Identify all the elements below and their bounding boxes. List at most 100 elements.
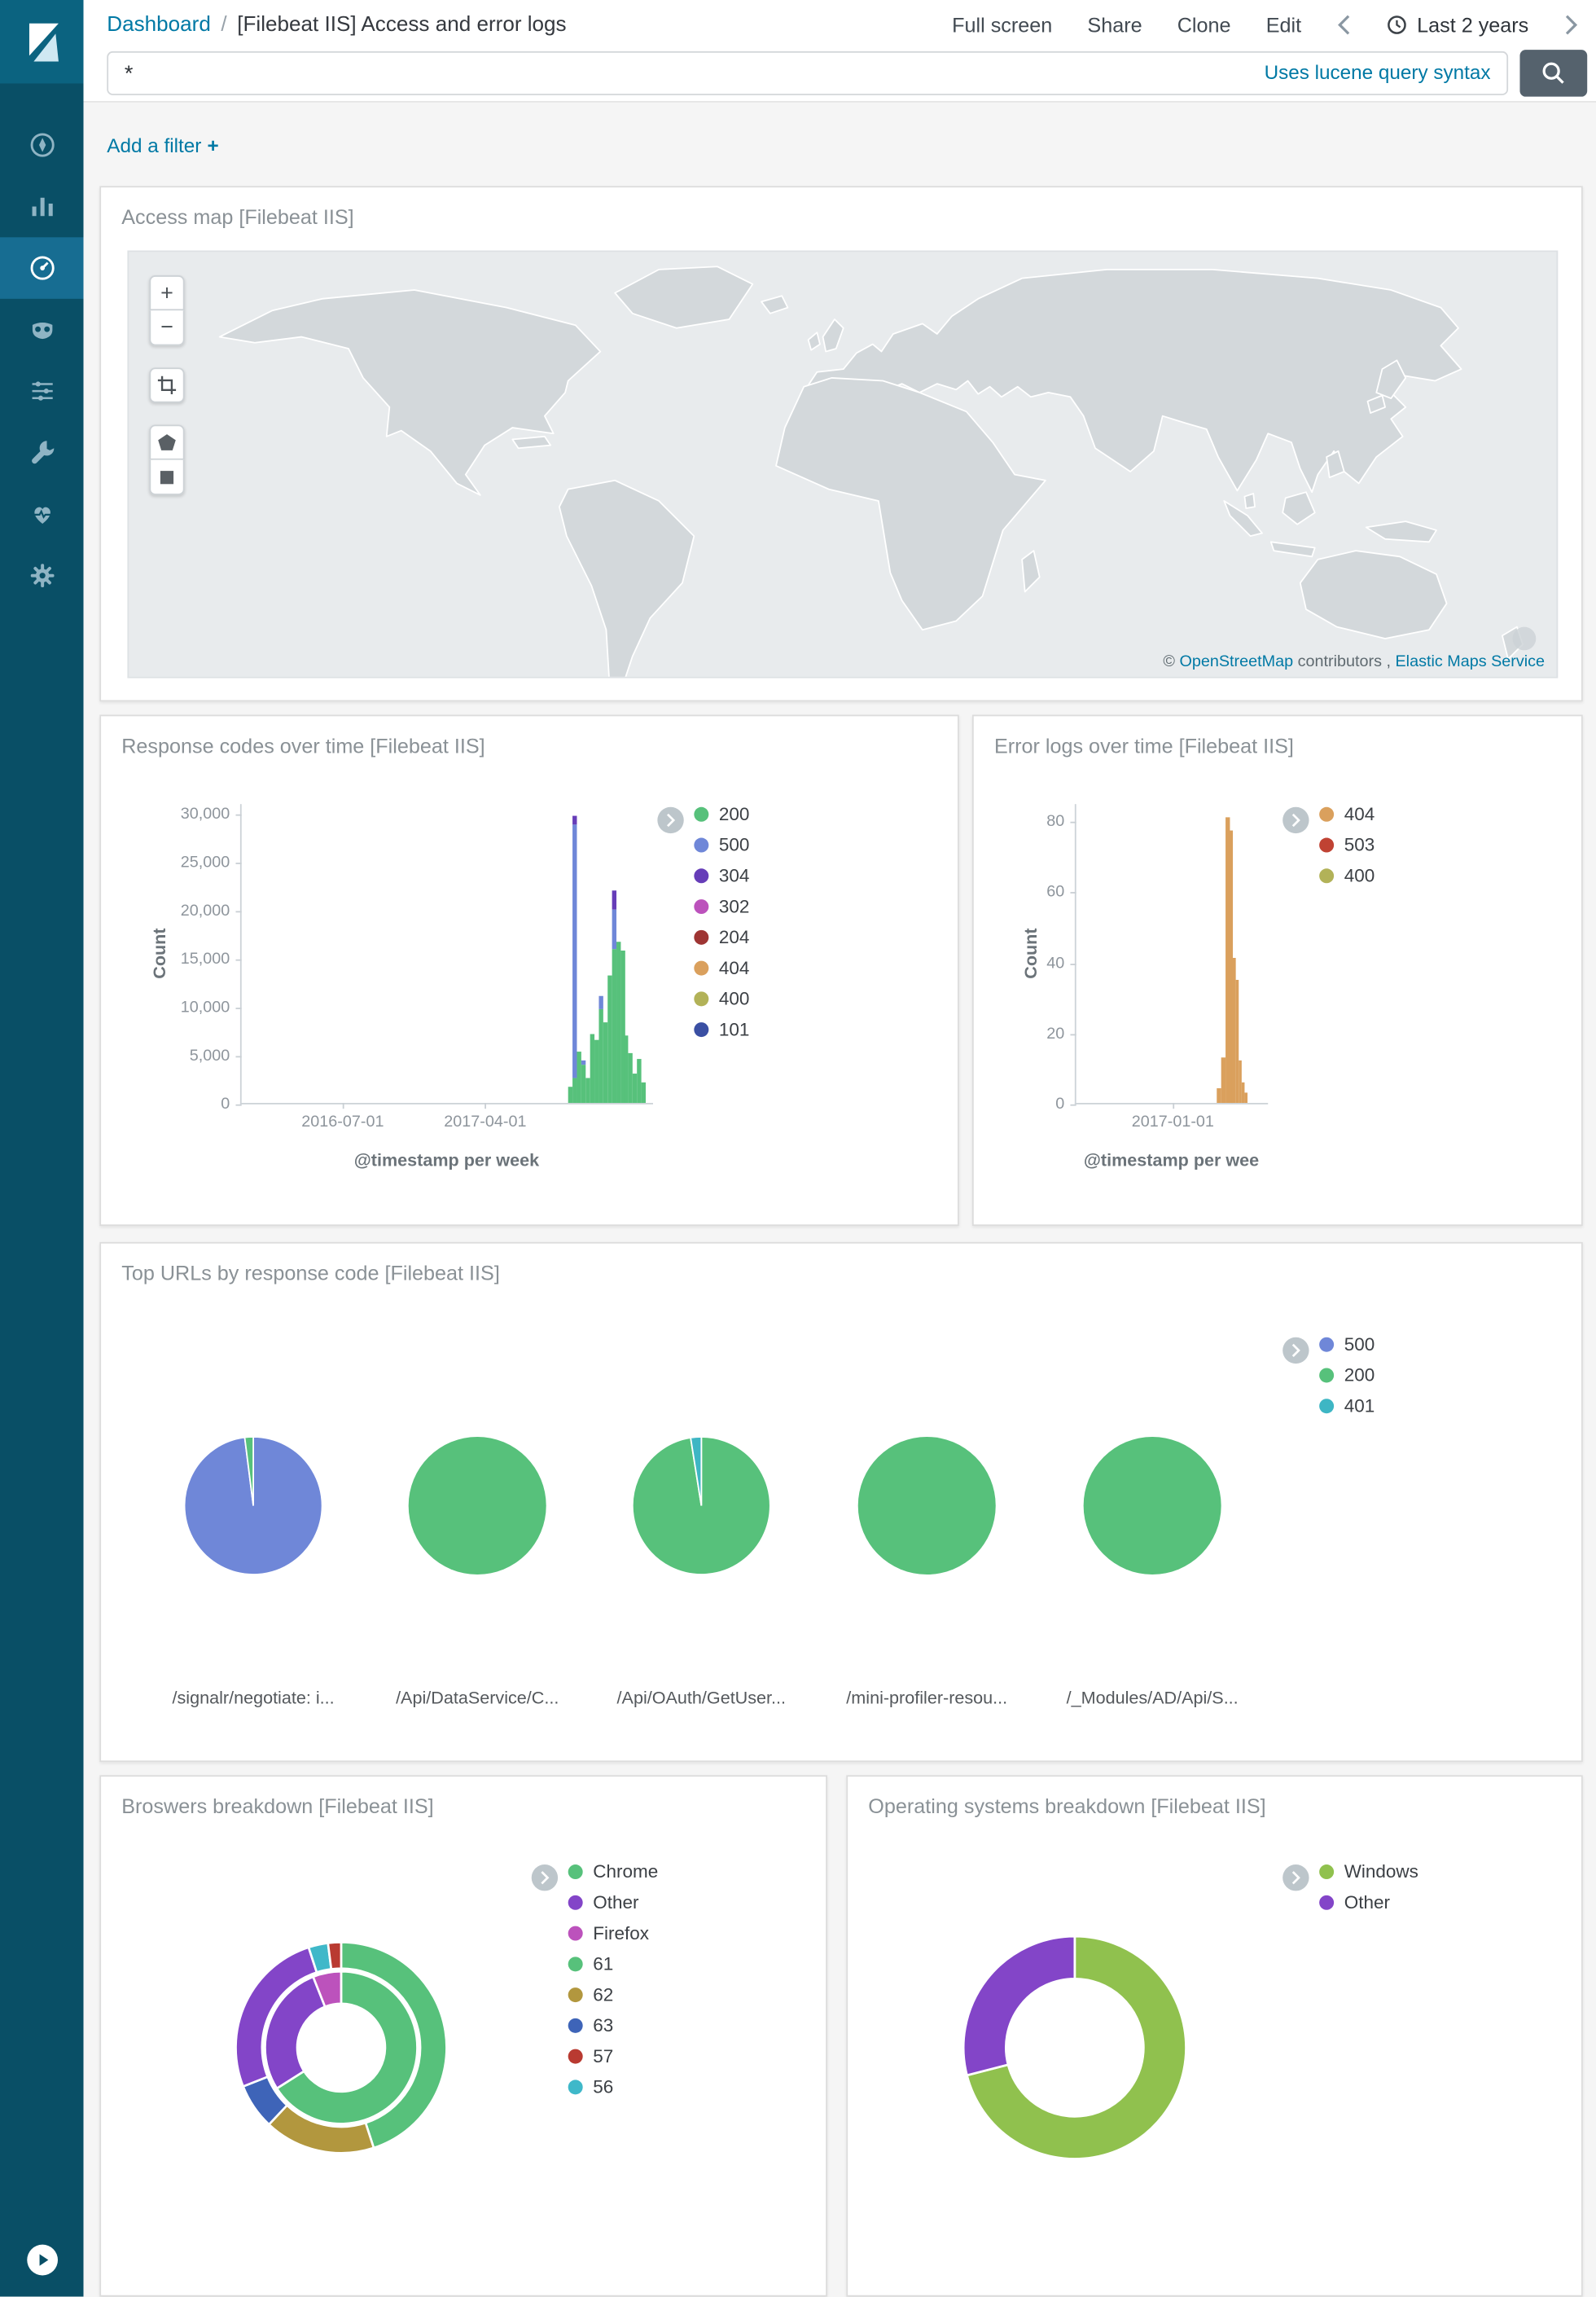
bar-segment-200[interactable]	[607, 976, 612, 1104]
legend-item-Other[interactable]: Other	[1319, 1886, 1418, 1917]
breadcrumb-dashboard-link[interactable]: Dashboard	[107, 13, 211, 37]
world-map[interactable]: + −	[127, 250, 1559, 679]
pie-chart[interactable]: /Api/DataService/C...	[366, 1435, 589, 1708]
bar-segment-404[interactable]	[1226, 816, 1230, 1104]
pie-svg[interactable]	[631, 1435, 772, 1576]
legend-item-204[interactable]: 204	[694, 921, 749, 952]
bar-segment-404[interactable]	[1234, 979, 1239, 1104]
bar[interactable]	[628, 1053, 634, 1104]
bar-segment-404[interactable]	[1244, 1092, 1248, 1104]
bar-segment-500[interactable]	[598, 996, 603, 1009]
legend-item-404[interactable]: 404	[1319, 798, 1375, 829]
bar[interactable]	[1238, 1060, 1243, 1104]
clone-button[interactable]: Clone	[1177, 13, 1231, 37]
lucene-syntax-link[interactable]: Uses lucene query syntax	[1264, 61, 1491, 84]
add-filter-link[interactable]: Add a filter +	[107, 134, 218, 156]
legend-toggle[interactable]	[1282, 806, 1309, 834]
bar-segment-500[interactable]	[572, 823, 577, 1078]
legend-item-Chrome[interactable]: Chrome	[568, 1856, 658, 1886]
share-button[interactable]: Share	[1087, 13, 1142, 37]
bar[interactable]	[577, 1051, 581, 1104]
pie-chart[interactable]: /Api/OAuth/GetUser...	[590, 1435, 813, 1708]
bar[interactable]	[624, 1034, 629, 1104]
time-forward-chevron-icon[interactable]	[1563, 13, 1578, 37]
bar-segment-404[interactable]	[1232, 958, 1236, 1104]
bar-segment-304[interactable]	[612, 890, 616, 910]
bar-segment-200[interactable]	[577, 1051, 581, 1104]
zoom-in-button[interactable]: +	[149, 275, 185, 311]
legend-item-61[interactable]: 61	[568, 1948, 659, 1979]
time-picker[interactable]: Last 2 years	[1386, 13, 1528, 37]
pie-svg[interactable]	[1082, 1435, 1223, 1576]
bar[interactable]	[607, 976, 612, 1104]
bar[interactable]	[603, 1022, 608, 1104]
sidebar-item-visualize[interactable]	[0, 176, 83, 238]
browsers-donut-chart[interactable]	[224, 1930, 458, 2165]
bar[interactable]	[1217, 1088, 1221, 1104]
bar[interactable]	[1244, 1092, 1248, 1104]
bar[interactable]	[616, 942, 620, 1104]
bar-segment-200[interactable]	[590, 1034, 594, 1104]
bar[interactable]	[590, 1034, 594, 1104]
bar-segment-200[interactable]	[624, 1034, 629, 1104]
legend-item-304[interactable]: 304	[694, 860, 749, 891]
bar[interactable]	[568, 1087, 572, 1104]
sidebar-item-monitoring[interactable]	[0, 483, 83, 545]
map-fit-button[interactable]	[1512, 626, 1537, 651]
bar-segment-404[interactable]	[1238, 1060, 1243, 1104]
bar[interactable]	[1241, 1081, 1245, 1104]
donut-segment-Other[interactable]	[962, 1935, 1076, 2077]
bar-segment-200[interactable]	[581, 1065, 586, 1104]
bar-segment-200[interactable]	[636, 1058, 642, 1104]
bar[interactable]	[572, 815, 577, 1104]
pie-chart[interactable]: /signalr/negotiate: i...	[142, 1435, 364, 1708]
time-back-chevron-icon[interactable]	[1336, 13, 1351, 37]
legend-item-57[interactable]: 57	[568, 2040, 659, 2071]
legend-item-63[interactable]: 63	[568, 2009, 659, 2040]
legend-item-62[interactable]: 62	[568, 1979, 659, 2009]
pie-chart[interactable]: /mini-profiler-resou...	[816, 1435, 1038, 1708]
os-donut-chart[interactable]	[950, 1923, 1199, 2172]
donut-segment-Firefox[interactable]	[311, 1970, 343, 2009]
pie-svg[interactable]	[857, 1435, 998, 1576]
legend-item-500[interactable]: 500	[694, 829, 749, 860]
legend-item-56[interactable]: 56	[568, 2071, 659, 2102]
bar[interactable]	[1234, 979, 1239, 1104]
pie-slice-200[interactable]	[408, 1436, 546, 1575]
legend-item-200[interactable]: 200	[694, 798, 749, 829]
box-select-button[interactable]	[149, 367, 185, 403]
sidebar-item-timelion[interactable]	[0, 360, 83, 422]
bar-segment-200[interactable]	[594, 1039, 599, 1104]
pie-svg[interactable]	[183, 1435, 324, 1576]
donut-segment-Chrome[interactable]	[275, 1970, 419, 2125]
bar-segment-500[interactable]	[581, 1060, 586, 1065]
bar-segment-200[interactable]	[568, 1087, 572, 1104]
pie-slice-200[interactable]	[1083, 1436, 1221, 1575]
legend-item-302[interactable]: 302	[694, 890, 749, 921]
sidebar-item-dev-tools[interactable]	[0, 422, 83, 484]
bar[interactable]	[612, 890, 616, 1104]
bar[interactable]	[594, 1039, 599, 1104]
legend-item-401[interactable]: 401	[1319, 1390, 1375, 1421]
sidebar-item-app-mask[interactable]	[0, 299, 83, 361]
query-input[interactable]	[107, 51, 1509, 95]
legend-item-200[interactable]: 200	[1319, 1359, 1375, 1390]
sidebar-item-discover[interactable]	[0, 114, 83, 176]
legend-item-500[interactable]: 500	[1319, 1329, 1375, 1359]
sidebar-collapse[interactable]	[0, 2244, 83, 2277]
legend-toggle[interactable]	[531, 1864, 559, 1891]
bar-segment-200[interactable]	[603, 1022, 608, 1104]
bar-segment-200[interactable]	[572, 1078, 577, 1104]
bar[interactable]	[632, 1073, 638, 1104]
bar[interactable]	[581, 1060, 586, 1104]
legend-item-400[interactable]: 400	[1319, 860, 1375, 891]
bar[interactable]	[636, 1058, 642, 1104]
legend-item-503[interactable]: 503	[1319, 829, 1375, 860]
pie-slice-200[interactable]	[857, 1436, 996, 1575]
search-button[interactable]	[1519, 50, 1588, 97]
donut-segment-Windows[interactable]	[965, 1935, 1187, 2160]
polygon-draw-button[interactable]	[149, 424, 185, 460]
legend-item-404[interactable]: 404	[694, 952, 749, 983]
bar[interactable]	[598, 996, 603, 1104]
bar-segment-200[interactable]	[632, 1073, 638, 1104]
